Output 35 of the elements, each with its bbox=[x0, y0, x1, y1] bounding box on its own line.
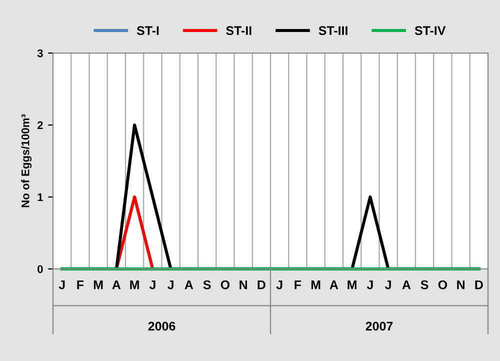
x-tick-label: M bbox=[311, 280, 320, 290]
x-tick-label: J bbox=[276, 280, 282, 290]
x-tick-label: A bbox=[330, 280, 338, 290]
x-tick-label: J bbox=[366, 280, 373, 290]
y-axis-title: No of Eggs/100m³ bbox=[21, 114, 32, 208]
x-tick-label: S bbox=[420, 280, 428, 290]
x-tick-label: O bbox=[438, 280, 448, 290]
x-tick-label: N bbox=[240, 280, 247, 290]
y-tick-label: 2 bbox=[37, 121, 43, 130]
y-tick-label: 1 bbox=[38, 193, 43, 202]
x-tick-label: A bbox=[112, 280, 121, 290]
legend-label: ST-IV bbox=[414, 26, 446, 36]
x-tick-label: J bbox=[149, 280, 156, 290]
x-tick-label: M bbox=[348, 280, 356, 290]
x-tick-label: D bbox=[475, 280, 483, 290]
x-tick-label: S bbox=[203, 280, 211, 290]
x-tick-label: J bbox=[58, 280, 65, 290]
x-tick-label: F bbox=[77, 280, 84, 290]
x-tick-label: N bbox=[457, 280, 464, 290]
x-tick-label: J bbox=[168, 280, 174, 290]
text: 2006 bbox=[148, 322, 176, 331]
x-tick-label: A bbox=[402, 280, 411, 290]
x-tick-label: O bbox=[220, 280, 230, 290]
x-tick-label: D bbox=[258, 280, 266, 290]
legend-label: ST-III bbox=[318, 26, 348, 36]
x-tick-label: M bbox=[94, 280, 103, 290]
y-tick-label: 0 bbox=[38, 265, 43, 274]
legend-label: ST-II bbox=[226, 26, 252, 36]
x-tick-label: A bbox=[184, 280, 194, 290]
y-tick-label: 3 bbox=[37, 49, 43, 58]
x-tick-label: M bbox=[130, 280, 139, 290]
x-tick-label: F bbox=[294, 280, 302, 290]
text: 2007 bbox=[366, 322, 393, 331]
x-tick-label: J bbox=[385, 280, 391, 290]
legend-label: ST-I bbox=[136, 26, 159, 36]
